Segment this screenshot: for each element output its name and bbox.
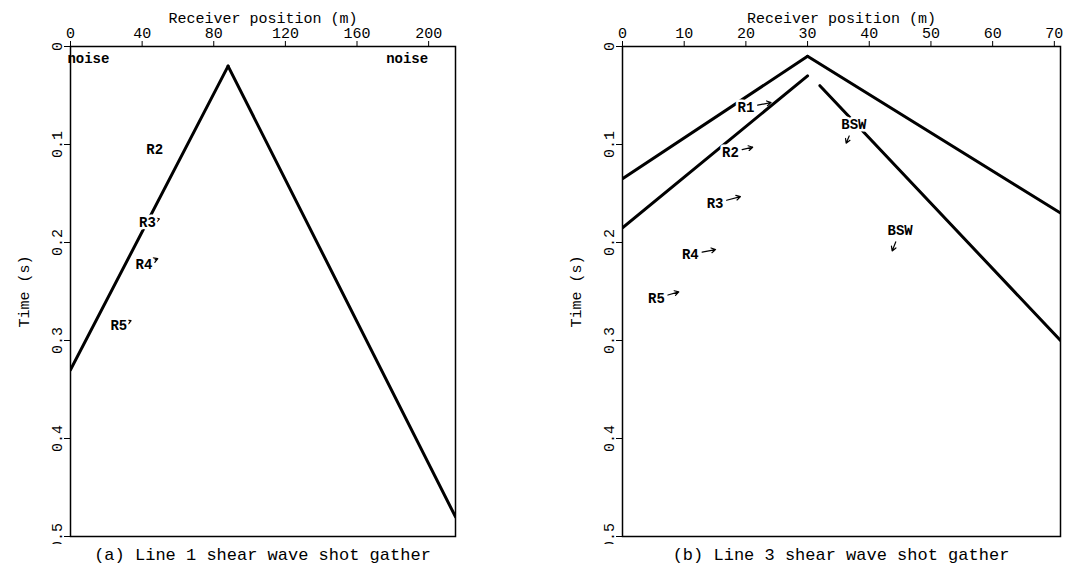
svg-text:BSW: BSW (841, 117, 867, 133)
svg-text:0.1: 0.1 (50, 131, 67, 158)
svg-text:Time (s): Time (s) (569, 255, 586, 327)
svg-text:Receiver position (m): Receiver position (m) (168, 11, 357, 28)
svg-text:0.2: 0.2 (602, 229, 619, 256)
svg-text:10: 10 (675, 26, 693, 43)
svg-text:0: 0 (618, 26, 627, 43)
svg-text:0.5: 0.5 (602, 523, 619, 544)
svg-text:0: 0 (602, 42, 619, 51)
html-text:(a) Line 1 shear wave shot gat: (a) Line 1 shear wave shot gather (94, 546, 431, 565)
svg-text:0: 0 (66, 26, 75, 43)
svg-text:0.3: 0.3 (50, 327, 67, 354)
svg-text:0.2: 0.2 (50, 229, 67, 256)
svg-text:R4: R4 (136, 257, 153, 273)
svg-text:R5: R5 (648, 291, 665, 307)
svg-text:BSW: BSW (887, 223, 913, 239)
svg-text:0.4: 0.4 (602, 425, 619, 452)
svg-text:160: 160 (343, 25, 371, 43)
svg-text:R4: R4 (682, 247, 699, 263)
svg-text:0.1: 0.1 (602, 131, 619, 158)
svg-text:R2: R2 (146, 142, 163, 158)
html-text:(b) Line 3 shear wave shot gat: (b) Line 3 shear wave shot gather (672, 546, 1010, 565)
svg-text:40: 40 (860, 25, 879, 43)
svg-text:120: 120 (271, 25, 299, 43)
svg-text:noise: noise (67, 51, 109, 67)
svg-text:0.5: 0.5 (50, 523, 67, 544)
svg-text:R3: R3 (707, 196, 724, 212)
svg-text:20: 20 (736, 25, 755, 43)
svg-text:40: 40 (133, 26, 151, 43)
svg-text:0: 0 (50, 42, 67, 51)
svg-text:80: 80 (204, 25, 223, 43)
svg-text:R2: R2 (722, 145, 739, 161)
svg-text:70: 70 (1045, 26, 1063, 43)
svg-text:0.4: 0.4 (50, 425, 67, 452)
svg-text:Time (s): Time (s) (17, 255, 34, 327)
svg-text:50: 50 (921, 25, 940, 43)
svg-text:noise: noise (386, 51, 428, 67)
svg-text:30: 30 (798, 25, 817, 43)
svg-text:Receiver position (m): Receiver position (m) (747, 11, 936, 28)
svg-text:0.3: 0.3 (602, 327, 619, 354)
svg-text:R3: R3 (139, 215, 156, 231)
svg-text:R1: R1 (737, 100, 754, 116)
svg-text:60: 60 (984, 26, 1002, 43)
svg-text:200: 200 (415, 26, 442, 43)
svg-text:R5: R5 (110, 318, 127, 334)
